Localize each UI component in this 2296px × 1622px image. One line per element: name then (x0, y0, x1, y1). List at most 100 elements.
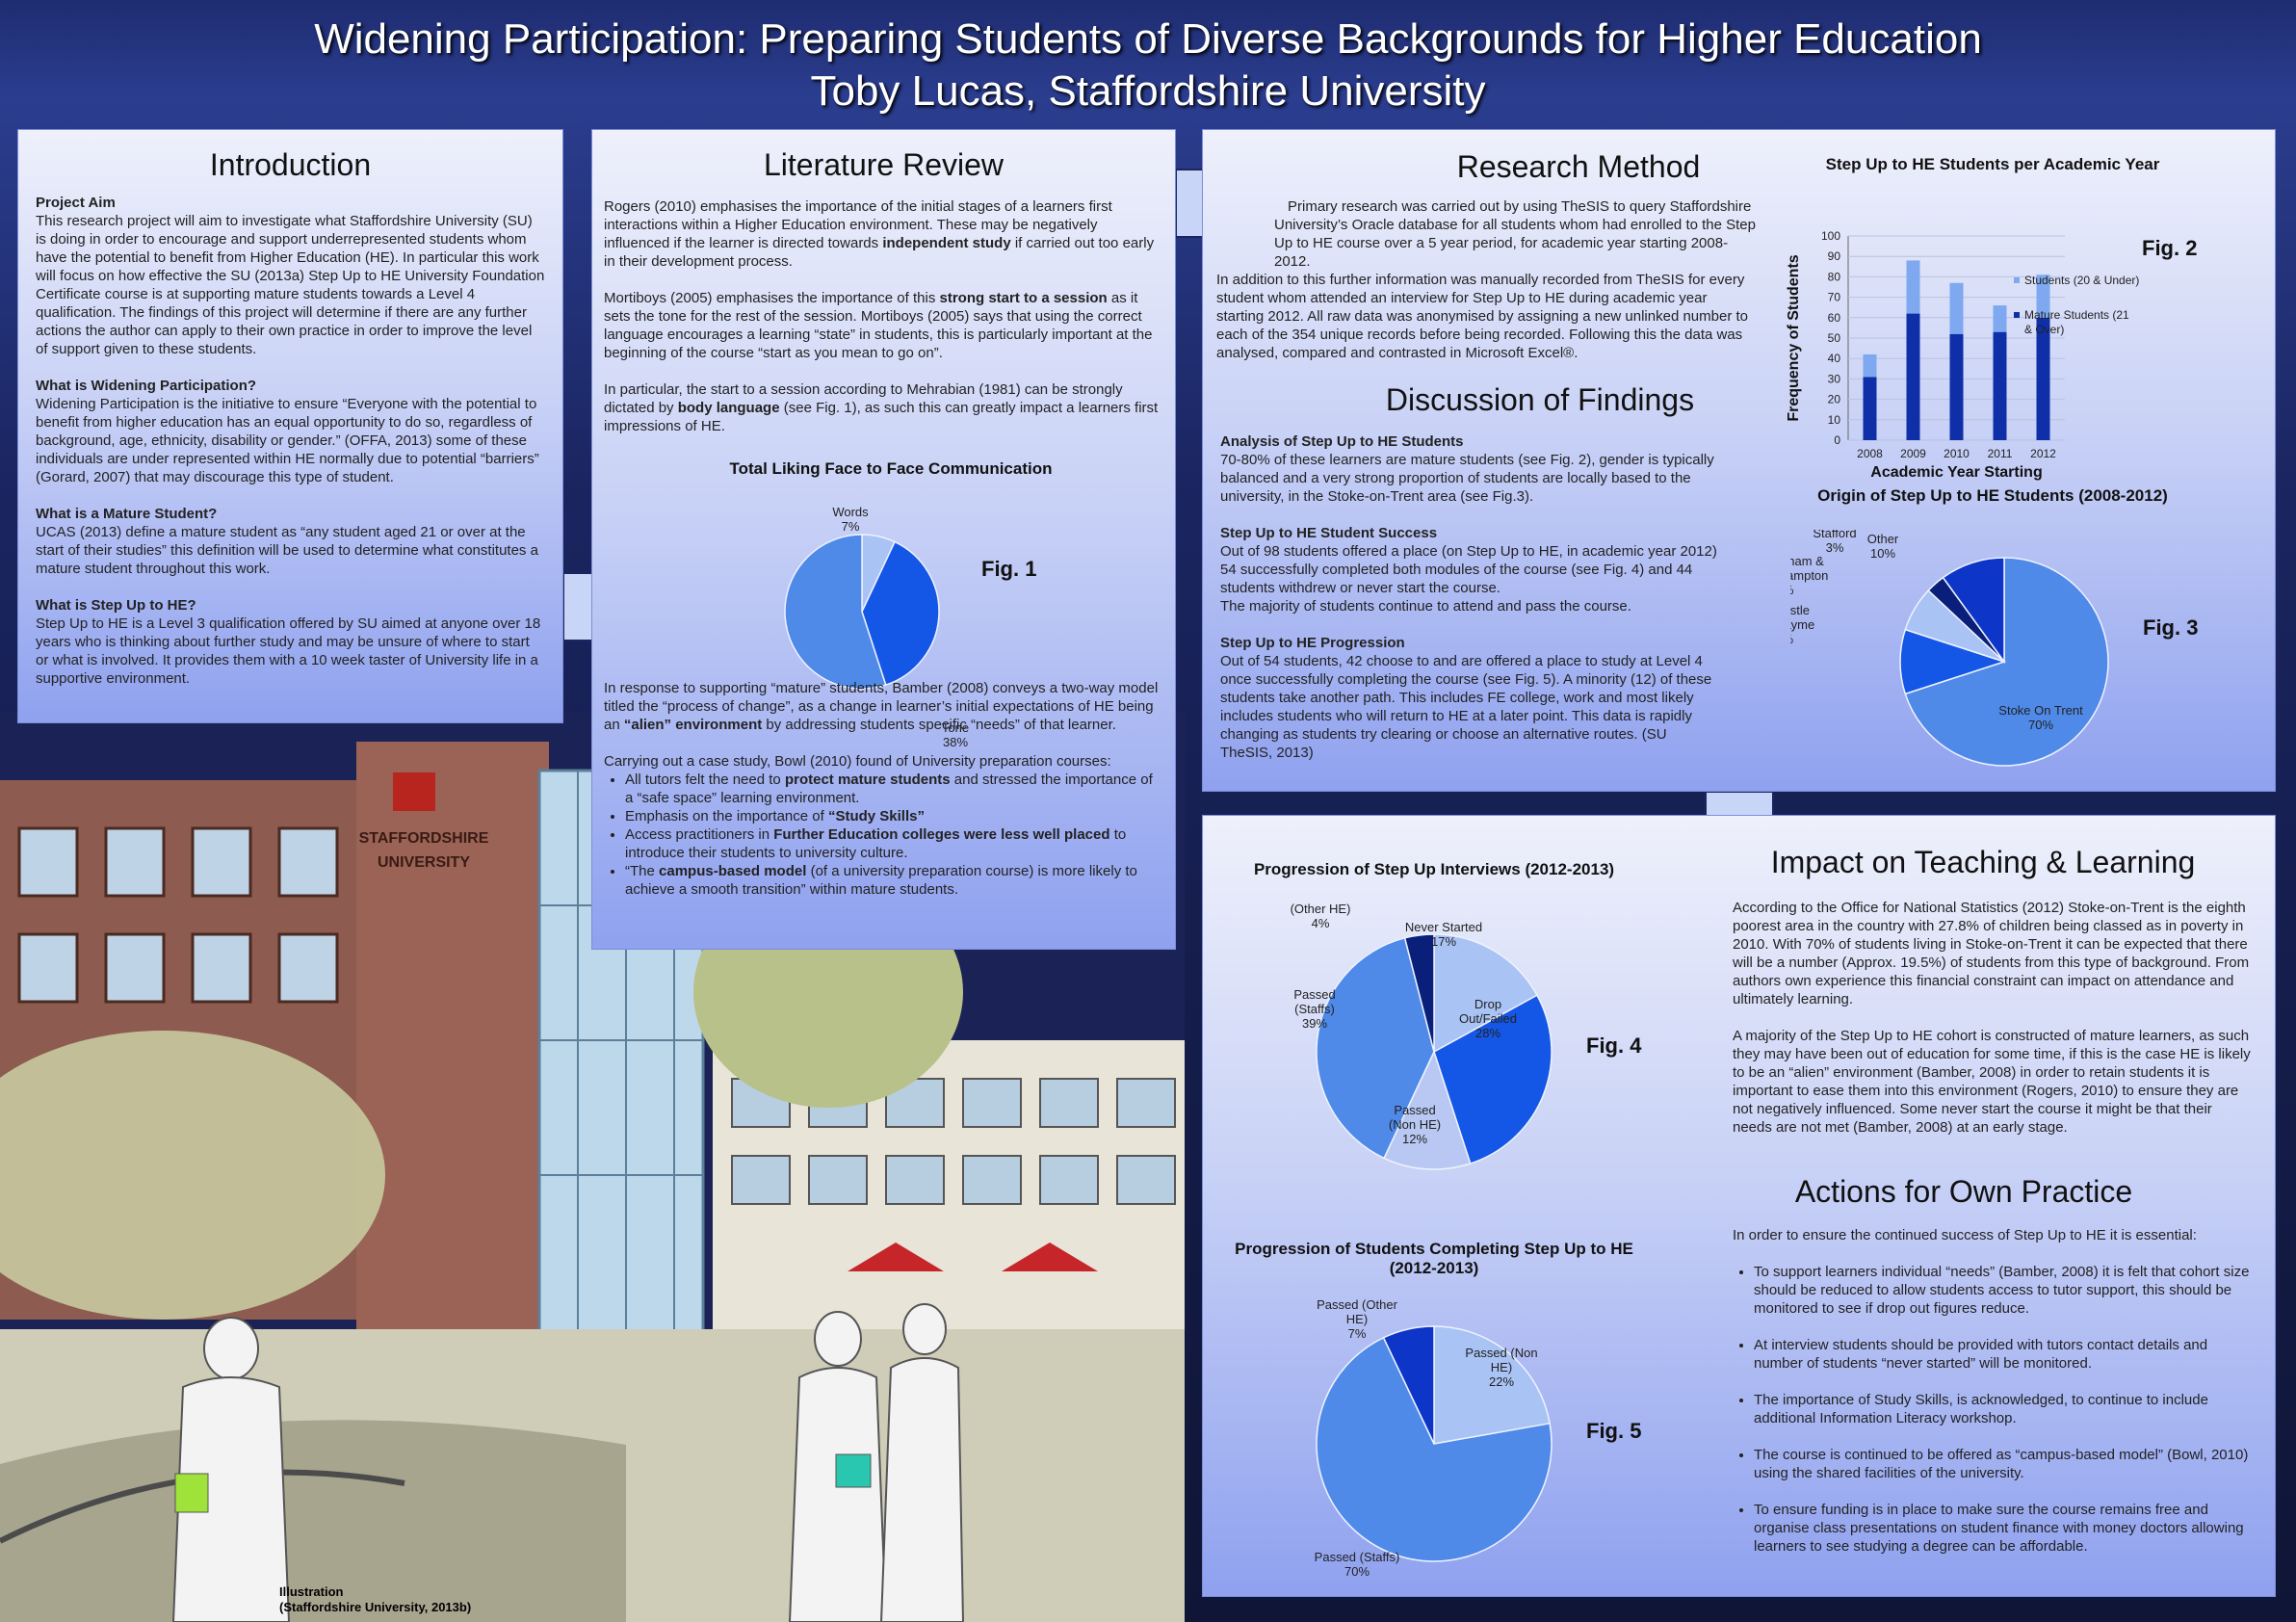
list-item: Access practitioners in Further Educatio… (625, 825, 1162, 862)
y-tick-label: 0 (1834, 433, 1840, 447)
y-tick-label: 80 (1828, 270, 1841, 283)
actions-heading: Actions for Own Practice (1794, 1174, 2133, 1209)
lit-paragraph-4: In response to supporting “mature” stude… (604, 680, 1159, 733)
list-item: Emphasis on the importance of “Study Ski… (625, 807, 1162, 825)
literature-review-heading: Literature Review (764, 147, 1004, 182)
pie-slice-never-started (1433, 933, 1538, 1054)
bar-mature-2008 (1863, 377, 1877, 440)
y-tick-label: 10 (1828, 413, 1841, 427)
mature-student-text: UCAS (2013) define a mature student as “… (36, 524, 538, 577)
fig4-chart-title: Progression of Step Up Interviews (2012-… (1253, 860, 1615, 878)
legend-label: Students (20 & Under) (2024, 274, 2139, 287)
legend-label: Mature Students (21 & Over) (2024, 308, 2129, 336)
action-item: To ensure funding is in place to make su… (1754, 1501, 2253, 1556)
fig4-pie-chart: Never Started 17% Drop Out/Failed 28% Passed(… (1291, 903, 1552, 1170)
pie-slice-passed-staffs (1316, 1336, 1552, 1562)
bar-under-21-2012 (2036, 275, 2050, 318)
lit-paragraph-5: Carrying out a case study, Bowl (2010) f… (604, 753, 1111, 770)
pie-label: Drop Out/Failed 28% (1459, 997, 1517, 1040)
action-item: The course is continued to be offered as… (1754, 1446, 2253, 1482)
action-item: At interview students should be provided… (1754, 1336, 2253, 1373)
x-axis-label: Academic Year Starting (1870, 464, 2042, 481)
poster-title: Widening Participation: Preparing Studen… (0, 13, 2296, 118)
fig5-chart-title: Progression of Students Completing Step … (1235, 1240, 1633, 1277)
list-item: All tutors felt the need to protect matu… (625, 771, 1162, 807)
action-item: To support learners individual “needs” (… (1754, 1263, 2253, 1318)
widening-participation-heading: What is Widening Participation? (36, 378, 257, 394)
action-item: The importance of Study Skills, is ackno… (1754, 1391, 2253, 1427)
x-tick-label: 2010 (1944, 447, 1970, 460)
pie-slice-passed-other-he (1382, 1325, 1435, 1445)
bar-under-21-2008 (1863, 353, 1877, 378)
x-tick-label: 2009 (1900, 447, 1926, 460)
poster-title-line-1: Widening Participation: Preparing Studen… (314, 15, 1982, 63)
fig5-label: Fig. 5 (1586, 1419, 1642, 1443)
pie-label: Stoke On Trent 70% (1998, 703, 2083, 732)
x-tick-label: 2011 (1988, 447, 2013, 460)
y-tick-label: 40 (1828, 352, 1841, 365)
success-text: Out of 98 students offered a place (on S… (1220, 543, 1717, 596)
fig2-bar-chart: 0 10 20 30 40 50 60 70 80 90 100 2008 2009 2010 2011 20… (1786, 229, 2139, 481)
bar-mature-2009 (1906, 313, 1920, 440)
pie-label: Passed (Staffs) 39% (1293, 987, 1335, 1031)
fig2-chart-title: Step Up to HE Students per Academic Year (1825, 155, 2160, 173)
sign-line-2: UNIVERSITY (378, 854, 470, 871)
legend-swatch (2014, 277, 2020, 283)
poster-author-line: Toby Lucas, Staffordshire University (810, 67, 1486, 115)
fig3-chart-title: Origin of Step Up to HE Students (2008-2… (1817, 486, 2168, 505)
project-aim-text: This research project will aim to invest… (36, 213, 545, 357)
discussion-heading: Discussion of Findings (1385, 382, 1695, 417)
pie-slice-passed-staffs (1316, 936, 1435, 1160)
fig5-pie-chart: Passed (Non HE) 22% Passed (Staffs) 70% Passe… (1315, 1297, 1552, 1579)
method-paragraph-2: In addition to this further information … (1216, 272, 1748, 361)
bar-under-21-2011 (1993, 305, 2007, 332)
pie-slice-drop-out-failed (1433, 994, 1552, 1164)
step-up-heading: What is Step Up to HE? (36, 597, 196, 614)
pie-label: Passed (Non HE) 22% (1465, 1346, 1537, 1389)
bar-under-21-2009 (1906, 260, 1920, 314)
analysis-text: 70-80% of these learners are mature stud… (1220, 452, 1714, 505)
pie-label: Birmingham &Wolverhampton7% (1790, 554, 1828, 597)
pie-label: Stafford 3% (1813, 530, 1856, 555)
introduction-heading: Introduction (209, 147, 372, 182)
fig1-chart-title: Total Liking Face to Face Communication (729, 459, 1053, 478)
research-method-heading: Research Method (1456, 149, 1701, 184)
impact-actions-panel: Progression of Step Up Interviews (2012-… (1202, 815, 2276, 1597)
y-axis-label: Frequency of Students (1786, 254, 1802, 421)
fig4-label: Fig. 4 (1586, 1033, 1642, 1058)
pie-slice-other (1942, 557, 2005, 665)
y-tick-label: 60 (1828, 311, 1841, 325)
pie-label: Never Started 17% (1405, 920, 1482, 949)
pie-slice-passed-non-he (1433, 1325, 1552, 1445)
actions-list: To support learners individual “needs” (… (1733, 1263, 2253, 1556)
y-tick-label: 90 (1828, 249, 1841, 263)
bar-under-21-2010 (1949, 282, 1964, 334)
lit-bullet-list: All tutors felt the need to protect matu… (604, 771, 1162, 899)
x-tick-label: 2012 (2030, 447, 2056, 460)
y-tick-label: 100 (1821, 229, 1840, 243)
y-tick-label: 50 (1828, 331, 1841, 345)
legend-swatch (2014, 312, 2020, 318)
step-up-text: Step Up to HE is a Level 3 qualification… (36, 615, 541, 687)
list-item: “The campus-based model (of a university… (625, 862, 1162, 899)
y-tick-label: 30 (1828, 372, 1841, 385)
pie-label: Tone 38% (942, 720, 969, 749)
fig3-label: Fig. 3 (2143, 615, 2199, 640)
impact-paragraph-1: According to the Office for National Sta… (1733, 900, 2250, 1007)
pie-label: Passed (Staffs) 70% (1315, 1550, 1400, 1579)
pie-slice-passed-other-he (1403, 933, 1435, 1053)
progression-text: Out of 54 students, 42 choose to and are… (1220, 653, 1712, 761)
literature-review-panel: Literature Review Rogers (2010) emphasis… (591, 129, 1176, 950)
bar-mature-2012 (2036, 317, 2050, 440)
x-tick-label: 2008 (1857, 447, 1883, 460)
analysis-heading: Analysis of Step Up to HE Students (1220, 433, 1464, 450)
university-logo-sign (393, 772, 435, 811)
pie-slice-stoke-on-trent (1904, 557, 2109, 767)
fig2-label: Fig. 2 (2142, 236, 2198, 260)
lit-paragraph-2: Mortiboys (2005) emphasises the importan… (604, 290, 1153, 361)
y-tick-label: 70 (1828, 291, 1841, 304)
pie-label: Other 10% (1867, 532, 1899, 561)
bar-mature-2011 (1993, 331, 2007, 440)
